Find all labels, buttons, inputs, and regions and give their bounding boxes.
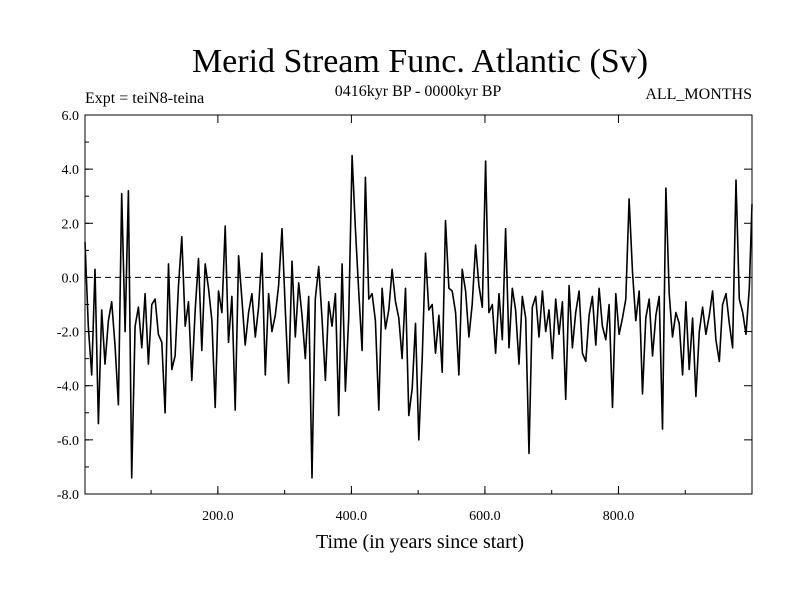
y-tick-label: 2.0 [62, 217, 80, 232]
x-tick-label: 600.0 [469, 509, 501, 524]
experiment-label: Expt = teiN8-teina [85, 90, 204, 107]
y-tick-label: -4.0 [57, 380, 79, 395]
x-tick-label: 800.0 [603, 509, 635, 524]
y-tick-label: -8.0 [57, 488, 79, 503]
y-tick-label: 6.0 [62, 109, 80, 124]
x-tick-label: 400.0 [336, 509, 368, 524]
plot-frame [84, 114, 753, 495]
x-tick-label: 200.0 [202, 509, 234, 524]
series-line [84, 154, 753, 479]
months-label: ALL_MONTHS [645, 86, 752, 103]
chart-title: Merid Stream Func. Atlantic (Sv) [192, 43, 648, 80]
x-axis: 200.0 400.0 600.0 800.0 [150, 115, 686, 524]
period-label: 0416kyr BP - 0000kyr BP [335, 83, 502, 100]
y-tick-label: 0.0 [62, 271, 80, 286]
y-tick-label: -6.0 [57, 434, 79, 449]
x-axis-label: Time (in years since start) [316, 531, 524, 553]
y-tick-label: -2.0 [57, 326, 79, 341]
y-tick-label: 4.0 [62, 163, 80, 178]
